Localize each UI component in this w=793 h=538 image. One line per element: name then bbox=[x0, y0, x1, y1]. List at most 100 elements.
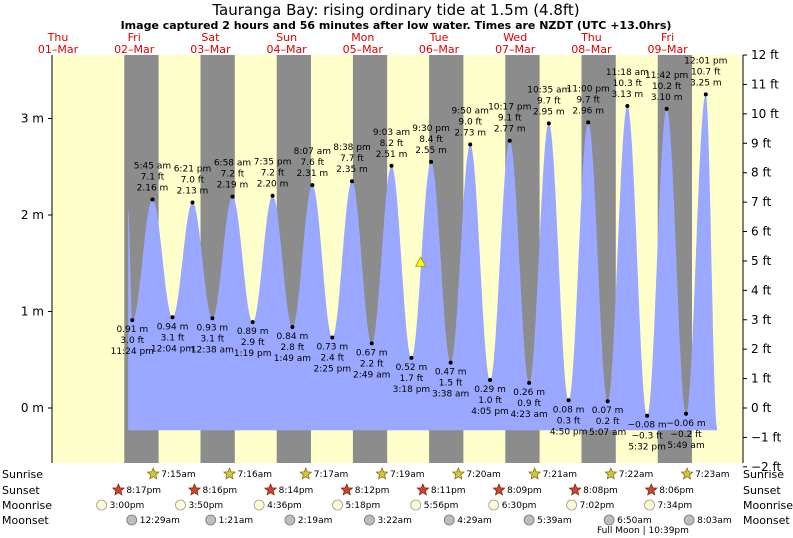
moonrise-icon bbox=[488, 499, 500, 511]
low-tide-metres: 0.67 m bbox=[356, 348, 388, 358]
sunrise-time: 7:21am bbox=[543, 470, 578, 480]
moonset-time: 5:39am bbox=[537, 516, 572, 526]
sunset-time: 8:11pm bbox=[431, 486, 466, 496]
high-tide-metres: 3.13 m bbox=[612, 90, 644, 100]
sunset-time: 8:14pm bbox=[279, 486, 314, 496]
row-label-left: Moonset bbox=[2, 514, 49, 527]
high-tide-time: 11:42 pm bbox=[645, 71, 688, 81]
tide-curve bbox=[128, 94, 718, 431]
low-tide-feet: 2.2 ft bbox=[360, 359, 384, 369]
low-tide-metres: 0.89 m bbox=[237, 327, 269, 337]
high-tide-feet: 9.7 ft bbox=[576, 95, 600, 105]
sunrise-time: 7:22am bbox=[619, 470, 654, 480]
low-tide-point bbox=[369, 341, 374, 346]
high-tide-point bbox=[310, 183, 315, 188]
low-tide-feet: 1.5 ft bbox=[439, 379, 463, 389]
moonrise-icon bbox=[96, 499, 108, 511]
high-tide-feet: 7.2 ft bbox=[261, 169, 285, 179]
moonrise-icon bbox=[644, 499, 655, 511]
high-tide-metres: 2.16 m bbox=[137, 184, 169, 194]
high-tide-metres: 2.20 m bbox=[257, 180, 289, 190]
sunrise-icon bbox=[375, 467, 389, 480]
low-tide-metres: 0.94 m bbox=[157, 322, 189, 332]
day-name: Thu bbox=[47, 31, 69, 44]
high-tide-time: 11:00 pm bbox=[567, 84, 610, 94]
high-tide-time: 9:03 am bbox=[373, 128, 410, 138]
moonrise-time: 5:18pm bbox=[346, 501, 381, 511]
day-name: Fri bbox=[128, 31, 141, 44]
day-date: 07–Mar bbox=[495, 43, 536, 56]
sunset-time: 8:09pm bbox=[507, 486, 542, 496]
sunrise-icon bbox=[528, 467, 542, 480]
high-tide-point bbox=[389, 163, 394, 168]
high-tide-time: 9:50 am bbox=[452, 107, 489, 117]
low-tide-feet: −0.3 ft bbox=[631, 432, 663, 442]
low-tide-metres: 0.84 m bbox=[277, 332, 309, 342]
sunrise-icon bbox=[604, 467, 618, 480]
sunrise-time: 7:17am bbox=[314, 470, 349, 480]
high-tide-point bbox=[664, 106, 669, 111]
moonset-time: 4:29am bbox=[457, 516, 492, 526]
low-tide-metres: 0.93 m bbox=[197, 323, 229, 333]
high-tide-point bbox=[429, 159, 434, 164]
low-tide-metres: 0.47 m bbox=[435, 368, 467, 378]
low-tide-metres: 0.07 m bbox=[592, 406, 624, 416]
high-tide-point bbox=[270, 193, 275, 198]
moonset-icon bbox=[126, 514, 138, 526]
high-tide-time: 5:45 am bbox=[134, 162, 171, 172]
high-tide-feet: 9.1 ft bbox=[498, 114, 522, 124]
high-tide-time: 7:35 pm bbox=[254, 158, 292, 168]
moonset-time: 1:21am bbox=[219, 516, 254, 526]
moonset-time: 6:50am bbox=[617, 516, 652, 526]
moonset-time: 2:19am bbox=[298, 516, 333, 526]
high-tide-feet: 10.3 ft bbox=[613, 79, 643, 89]
high-tide-time: 10:17 pm bbox=[488, 103, 531, 113]
high-tide-feet: 8.2 ft bbox=[380, 139, 404, 149]
sunrise-icon bbox=[146, 467, 160, 480]
high-tide-time: 8:07 am bbox=[294, 147, 331, 157]
moonset-time: 8:03am bbox=[697, 516, 732, 526]
moonset-icon bbox=[364, 514, 375, 526]
sunset-time: 8:16pm bbox=[203, 486, 238, 496]
high-tide-point bbox=[507, 138, 512, 143]
moonrise-time: 6:30pm bbox=[502, 501, 537, 511]
right-tick-label: 6 ft bbox=[751, 225, 771, 239]
sun-moon-rows: Sunrise Sunrise Sunset Sunset Moonrise Moonri… bbox=[2, 467, 793, 536]
low-tide-time: 1:19 pm bbox=[234, 349, 272, 359]
high-tide-metres: 2.55 m bbox=[415, 146, 447, 156]
low-tide-point bbox=[210, 316, 215, 321]
high-tide-feet: 9.0 ft bbox=[458, 118, 482, 128]
row-label-right: Moonrise bbox=[743, 499, 793, 512]
day-date: 04–Mar bbox=[266, 43, 307, 56]
current-level-marker bbox=[415, 256, 427, 267]
high-tide-point bbox=[703, 92, 708, 97]
row-label-right: Moonset bbox=[743, 514, 790, 527]
low-tide-point bbox=[527, 380, 532, 385]
sunrise-icon bbox=[222, 467, 237, 480]
high-tide-feet: 7.0 ft bbox=[181, 175, 205, 185]
high-tide-time: 11:18 am bbox=[606, 68, 649, 78]
sunrise-icon bbox=[680, 467, 694, 480]
high-tide-feet: 9.7 ft bbox=[537, 96, 561, 106]
moonrise-time: 7:34pm bbox=[658, 501, 693, 511]
high-tide-metres: 2.13 m bbox=[177, 186, 209, 196]
day-date: 09–Mar bbox=[647, 43, 688, 56]
low-tide-metres: 0.52 m bbox=[396, 363, 428, 373]
low-tide-metres: 0.29 m bbox=[474, 385, 506, 395]
low-tide-feet: 0.3 ft bbox=[557, 416, 581, 426]
moonrise-time: 3:00pm bbox=[110, 501, 145, 511]
high-tide-metres: 2.51 m bbox=[376, 150, 408, 160]
sunset-icon bbox=[340, 483, 354, 496]
sunrise-time: 7:19am bbox=[390, 470, 425, 480]
high-tide-metres: 2.73 m bbox=[454, 129, 486, 139]
high-tide-metres: 2.95 m bbox=[533, 107, 565, 117]
right-tick-label: 2 ft bbox=[751, 342, 771, 356]
moonrise-time: 3:50pm bbox=[188, 501, 223, 511]
low-tide-feet: 0.2 ft bbox=[596, 417, 620, 427]
high-tide-time: 12:01 pm bbox=[684, 56, 727, 66]
high-tide-feet: 7.1 ft bbox=[141, 173, 165, 183]
chart-subtitle: Image captured 2 hours and 56 minutes af… bbox=[121, 19, 672, 32]
low-tide-time: 5:07 am bbox=[589, 428, 626, 438]
high-tide-feet: 8.4 ft bbox=[419, 135, 443, 145]
chart-title: Tauranga Bay: rising ordinary tide at 1.… bbox=[211, 1, 579, 19]
